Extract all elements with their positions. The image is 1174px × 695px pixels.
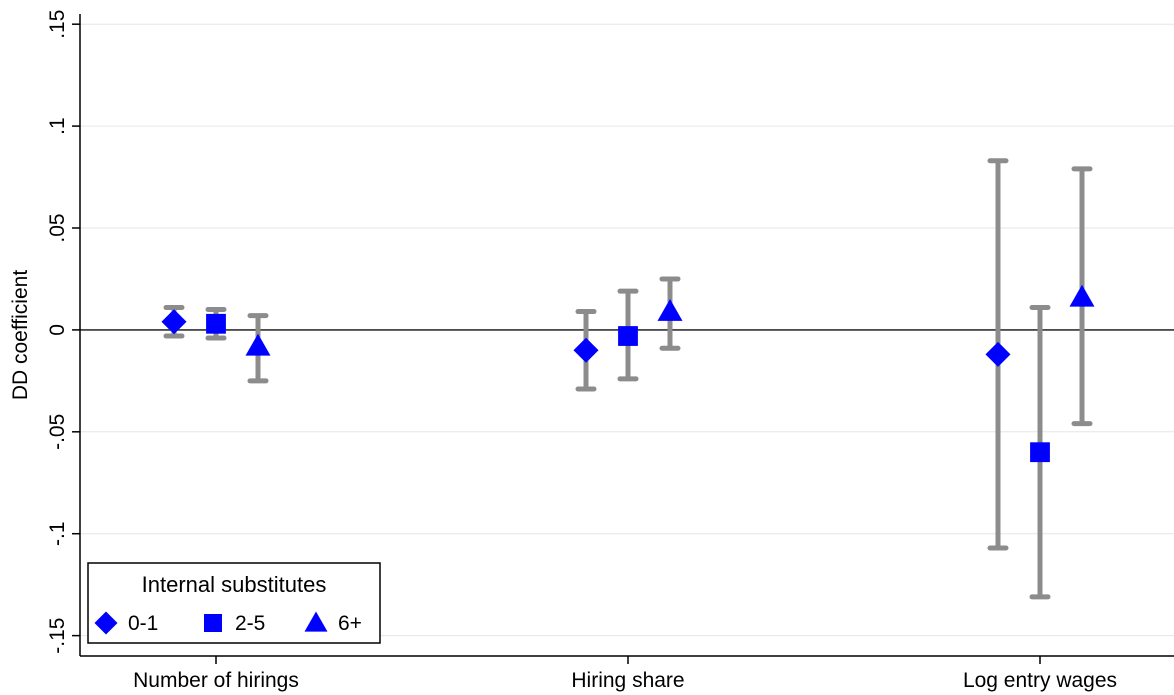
legend-marker-1 [204,614,222,632]
y-tick-label-5: .1 [46,117,69,135]
point-0-0 [161,309,187,335]
y-axis-title: DD coefficient [9,270,32,401]
legend-label-2: 6+ [338,612,362,635]
point-0-2 [985,341,1011,367]
legend: Internal substitutes 0-1 2-5 6+ [87,562,381,644]
point-1-1 [618,326,638,346]
legend-label-0: 0-1 [128,612,158,635]
point-1-2 [1030,442,1050,463]
legend-box [87,562,381,644]
series-0-1 [161,158,1011,551]
y-tick-label-4: .05 [46,213,69,242]
y-tick-label-2: -.05 [46,414,69,450]
point-2-0 [245,333,271,356]
point-0-1 [573,337,599,363]
legend-marker-0 [94,611,118,635]
point-2-2 [1069,284,1095,307]
series-6+ [245,166,1095,427]
y-tick-label-1: -.1 [46,521,69,546]
x-tick-label-1: Hiring share [571,669,684,692]
legend-label-1: 2-5 [235,612,265,635]
series-2-5 [205,288,1051,600]
y-tick-label-0: -.15 [46,618,69,654]
point-1-0 [206,313,226,334]
legend-marker-2 [304,611,328,632]
point-2-1 [657,299,683,321]
y-tick-label-3: 0 [46,324,69,336]
x-tick-label-0: Number of hirings [133,669,299,692]
x-tick-label-2: Log entry wages [963,669,1117,692]
y-tick-label-6: .15 [46,10,69,39]
legend-title: Internal substitutes [142,572,327,597]
